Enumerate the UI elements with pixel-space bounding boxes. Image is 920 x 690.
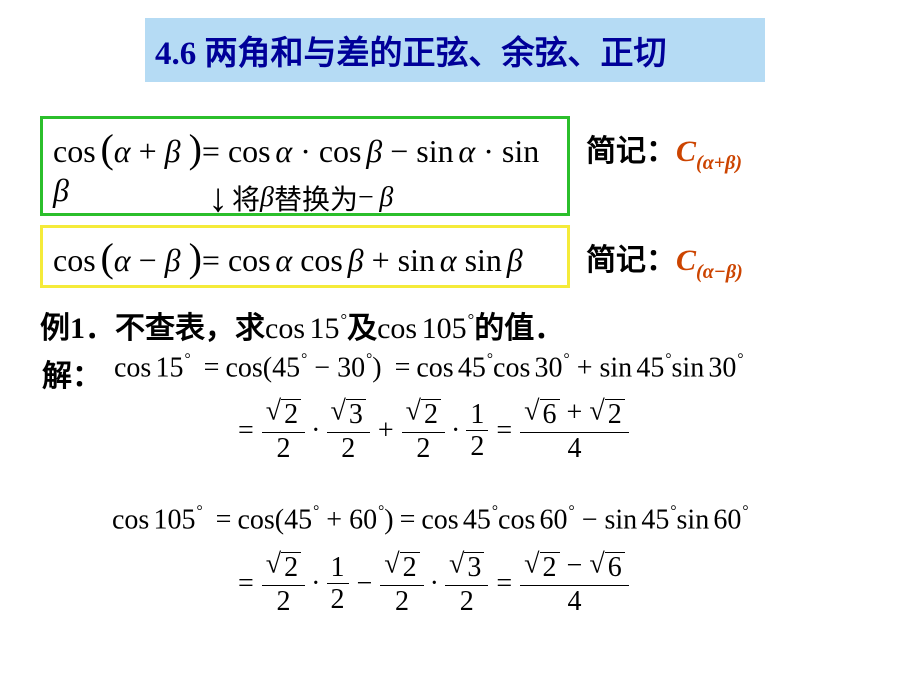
sol-cos15-expand: cos15° =cos(45° − 30°) =cos45°cos30° + s… <box>114 351 744 384</box>
shorthand-label: 简记： <box>586 135 676 168</box>
solution-label: 解： <box>42 351 102 395</box>
shorthand-diff: 简记：C(α−β) <box>586 235 743 284</box>
shorthand-diff-symbol: C <box>676 244 696 277</box>
sub-prefix: 将 <box>232 178 260 218</box>
sol-cos105-fractions: = √22 · 12 − √22 · √32 = √2 − √64 <box>232 551 631 616</box>
sol-cos15-fractions: = √22 · √32 + √22 · 12 = √6 + √24 <box>232 398 631 463</box>
down-arrow-icon: ↓ <box>208 178 228 218</box>
example-1-statement: 例1．不查表，求cos15°及cos105°的值． <box>40 303 564 347</box>
sub-to: β <box>379 182 393 214</box>
slide: 4.6 两角和与差的正弦、余弦、正切 cos(α + β )= cosα · c… <box>0 0 920 690</box>
sub-from: β <box>260 182 274 214</box>
example-label: 例1．不查表，求 <box>40 312 265 345</box>
formula-cos-diff: cos(α − β )= cosα cosβ + sinα sinβ <box>40 225 570 288</box>
shorthand-sum: 简记：C(α+β) <box>586 126 742 175</box>
sol-cos105-expand: cos105° =cos(45° + 60°)=cos45°cos60° − s… <box>112 503 749 536</box>
shorthand-label-2: 简记： <box>586 244 676 277</box>
example-tail: 的值． <box>474 312 564 345</box>
shorthand-diff-sub: (α−β) <box>696 261 743 283</box>
shorthand-sum-symbol: C <box>676 135 696 168</box>
substitution-note: ↓ 将β替换为− β <box>208 178 393 218</box>
example-conj: 及 <box>347 312 377 345</box>
section-title: 4.6 两角和与差的正弦、余弦、正切 <box>145 18 765 82</box>
shorthand-sum-sub: (α+β) <box>696 152 742 174</box>
sub-mid: 替换为 <box>274 178 358 218</box>
